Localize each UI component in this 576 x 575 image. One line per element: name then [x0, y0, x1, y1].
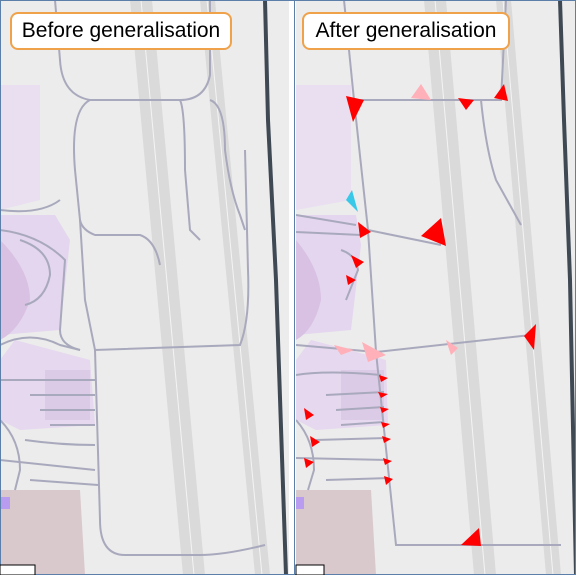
building-area — [296, 490, 376, 575]
panel-title-text: Before generalisation — [21, 19, 221, 42]
map-after — [296, 0, 576, 575]
apron-area — [296, 85, 351, 210]
apron-area — [0, 85, 40, 210]
building-marker — [296, 497, 304, 509]
building-marker — [0, 497, 10, 509]
map-panel-before: Before generalisation — [0, 0, 289, 575]
building-area — [0, 490, 85, 575]
panel-title-before: Before generalisation — [10, 12, 232, 50]
panel-divider — [294, 0, 296, 575]
panel-title-after: After generalisation — [302, 12, 510, 50]
map-before — [0, 0, 289, 575]
apron-stands — [341, 370, 384, 420]
map-panel-after: After generalisation — [296, 0, 576, 575]
panel-title-text: After generalisation — [315, 19, 497, 42]
